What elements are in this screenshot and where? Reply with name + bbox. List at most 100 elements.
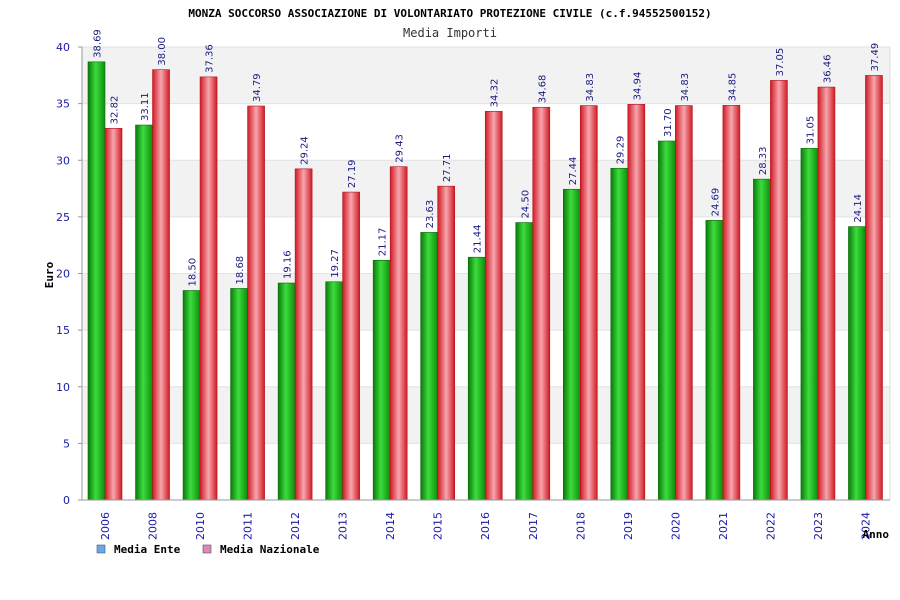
bar-media-ente	[230, 288, 248, 501]
value-label-media-ente: 24.69	[710, 188, 721, 217]
x-axis-ticks: 2006 2008 2010 2011 2012 2013 2014 2015 2016 2017…	[99, 512, 872, 540]
x-tick-label: 2015	[432, 512, 445, 540]
legend-swatch-ente	[96, 544, 106, 554]
value-label-media-nazionale: 34.85	[727, 73, 738, 102]
legend: Media Ente Media Nazionale	[96, 543, 320, 556]
legend-swatch-nazionale	[202, 544, 212, 554]
bar-media-nazionale	[532, 106, 551, 501]
bar-media-ente	[705, 220, 724, 501]
bar-media-ente	[467, 256, 486, 501]
bar-media-nazionale	[342, 191, 360, 501]
bar-media-ente	[420, 232, 439, 501]
bar-media-nazionale	[104, 128, 123, 501]
value-label-media-ente: 28.33	[758, 147, 769, 176]
bar-media-nazionale	[484, 111, 503, 501]
bar-media-ente	[753, 178, 771, 501]
bar-media-nazionale	[817, 86, 836, 501]
value-label-media-ente: 24.14	[853, 194, 864, 223]
bar-media-nazionale	[675, 105, 693, 501]
x-tick-label: 2016	[479, 512, 492, 540]
value-label-media-nazionale: 27.71	[442, 154, 453, 183]
value-label-media-nazionale: 34.83	[585, 73, 596, 102]
value-label-media-nazionale: 29.43	[395, 134, 406, 163]
value-label-media-ente: 38.69	[93, 29, 104, 58]
x-tick-label: 2019	[622, 512, 635, 540]
value-label-media-nazionale: 29.24	[300, 136, 311, 165]
bar-media-nazionale	[627, 104, 646, 501]
x-tick-label: 2023	[812, 512, 825, 540]
bar-media-ente	[325, 281, 343, 501]
x-tick-label: 2013	[337, 512, 350, 540]
bar-media-nazionale	[722, 105, 741, 501]
bar-media-ente	[658, 140, 676, 501]
bar-media-ente	[848, 226, 866, 501]
value-label-media-ente: 33.11	[140, 92, 151, 121]
value-label-media-nazionale: 34.32	[490, 79, 501, 108]
y-axis-label: Euro	[43, 261, 56, 288]
value-label-media-ente: 29.29	[615, 136, 626, 165]
bar-media-nazionale	[294, 168, 313, 501]
legend-label-ente: Media Ente	[114, 543, 181, 556]
bar-media-ente	[372, 259, 391, 501]
y-tick-label: 35	[56, 98, 70, 111]
x-tick-label: 2022	[764, 512, 777, 540]
value-label-media-ente: 31.70	[663, 108, 674, 137]
value-label-media-ente: 21.44	[473, 225, 484, 254]
x-tick-label: 2018	[574, 512, 587, 540]
value-label-media-ente: 19.16	[283, 250, 294, 279]
value-label-media-nazionale: 37.49	[870, 43, 881, 72]
y-tick-label: 15	[56, 324, 70, 337]
y-tick-label: 0	[63, 494, 70, 507]
y-tick-label: 5	[63, 437, 70, 450]
value-labels: 38.69 32.82 33.11 38.00 18.50 37.36 18.68 34.79…	[93, 29, 881, 286]
value-label-media-ente: 18.50	[188, 258, 199, 287]
bar-media-nazionale	[389, 166, 408, 501]
chart-subtitle: Media Importi	[403, 26, 497, 40]
bar-media-nazionale	[865, 75, 883, 501]
legend-label-nazionale: Media Nazionale	[220, 543, 320, 556]
x-tick-label: 2011	[242, 512, 255, 540]
bar-media-ente	[87, 61, 106, 501]
y-tick-label: 30	[56, 154, 70, 167]
y-tick-label: 25	[56, 211, 70, 224]
value-label-media-nazionale: 37.05	[775, 48, 786, 77]
x-tick-label: 2024	[859, 512, 872, 540]
bar-media-ente	[182, 290, 201, 501]
x-tick-label: 2012	[289, 512, 302, 540]
bar-media-nazionale	[579, 105, 598, 501]
value-label-media-nazionale: 37.36	[205, 44, 216, 73]
value-label-media-nazionale: 34.68	[537, 75, 548, 104]
x-tick-label: 2006	[99, 512, 112, 540]
x-tick-label: 2020	[669, 512, 682, 540]
x-tick-label: 2021	[717, 512, 730, 540]
value-label-media-nazionale: 32.82	[110, 96, 121, 125]
value-label-media-nazionale: 34.79	[252, 73, 263, 102]
x-tick-label: 2017	[527, 512, 540, 540]
x-tick-label: 2010	[194, 512, 207, 540]
bar-media-ente	[135, 124, 153, 501]
x-axis-label: Anno	[863, 528, 890, 541]
value-label-media-nazionale: 34.83	[680, 73, 691, 102]
value-label-media-ente: 23.63	[425, 200, 436, 229]
y-tick-label: 10	[56, 381, 70, 394]
bar-media-nazionale	[199, 76, 218, 501]
value-label-media-nazionale: 34.94	[632, 72, 643, 101]
value-label-media-nazionale: 38.00	[157, 37, 168, 66]
value-label-media-ente: 24.50	[520, 190, 531, 219]
bar-media-nazionale	[770, 80, 788, 501]
bar-media-ente	[610, 167, 629, 501]
value-label-media-ente: 18.68	[235, 256, 246, 285]
bar-media-ente	[800, 148, 819, 501]
bar-media-ente	[562, 188, 581, 501]
y-tick-label: 40	[56, 41, 70, 54]
chart-title: MONZA SOCCORSO ASSOCIAZIONE DI VOLONTARI…	[188, 7, 711, 20]
value-label-media-nazionale: 36.46	[822, 54, 833, 83]
bars	[87, 61, 883, 501]
value-label-media-ente: 27.44	[568, 157, 579, 186]
bar-media-nazionale	[152, 69, 170, 501]
bar-media-nazionale	[437, 185, 456, 501]
value-label-media-ente: 21.17	[378, 228, 389, 257]
y-axis-ticks: 0 5 10 15 20 25 30 35 40	[56, 41, 82, 507]
value-label-media-ente: 31.05	[805, 116, 816, 145]
